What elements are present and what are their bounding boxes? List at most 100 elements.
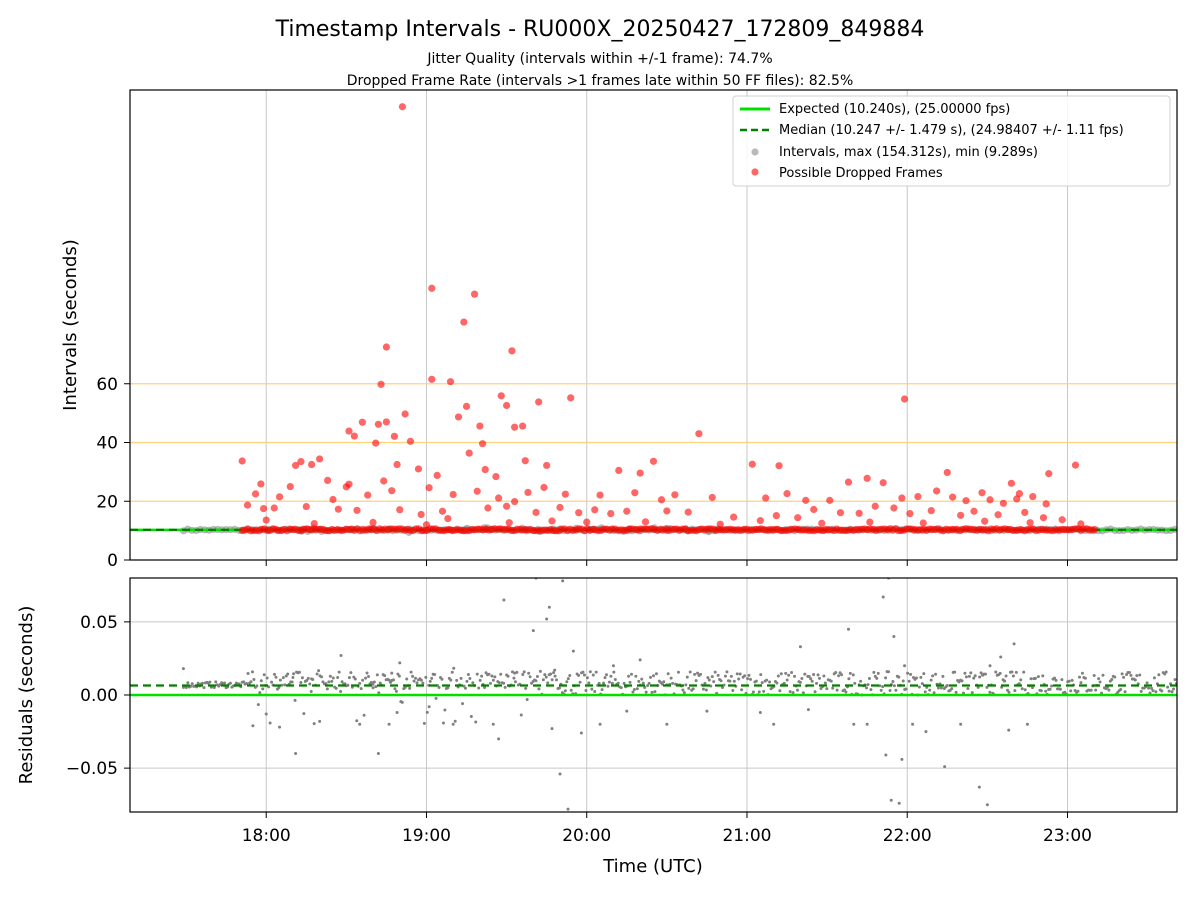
residual-point [421,681,425,685]
dropped-frame-point [275,493,284,501]
residual-point [875,676,879,680]
residual-point [320,675,324,679]
residual-point [1107,688,1111,692]
residual-point [798,680,802,684]
residual-point [611,664,615,668]
residual-point [872,670,876,674]
dropped-frame-point [871,502,879,510]
residual-point [598,722,602,726]
residual-point [607,680,611,684]
residual-point [682,691,686,695]
residual-point [550,727,554,731]
residual-point [1139,689,1143,693]
time-xlabel: Time (UTC) [602,856,703,877]
residual-point [318,719,322,723]
residual-point [437,686,441,690]
residual-point [545,617,549,621]
residual-point [513,671,517,675]
residual-point [309,689,313,693]
dropped-frame-point [762,494,770,502]
residual-point [528,675,532,679]
residual-point [983,672,987,676]
dropped-frame-point [1026,519,1034,527]
residual-point [582,673,586,677]
dropped-frame-point [1007,479,1016,487]
residual-point [894,688,898,692]
residual-point [1160,689,1164,693]
dropped-frame-point [308,460,316,469]
residual-point [249,680,253,684]
dropped-frame-point [927,507,935,515]
chart-subtitle-dropped: Dropped Frame Rate (intervals >1 frames … [347,73,854,89]
residual-point [1067,679,1071,683]
residual-point [712,680,716,684]
residual-point [593,689,597,693]
dropped-frame-point [243,501,252,509]
residual-point [707,678,711,682]
residual-point [463,686,467,690]
residual-point [1149,686,1153,690]
residual-point [685,675,689,679]
dropped-frame-point [345,427,353,435]
residual-point [907,679,911,683]
residual-point [816,673,820,677]
residual-point [696,671,700,675]
residual-point [953,670,957,674]
residual-point [748,677,752,681]
residual-point [291,675,295,679]
legend[interactable]: Expected (10.240s), (25.00000 fps) Media… [732,95,1171,187]
dropped-frame-point [548,517,556,525]
residual-point [565,680,569,684]
residual-point [358,722,362,726]
dropped-frame-point [866,518,874,526]
residual-point [292,672,296,676]
dropped-frame-point [919,519,927,527]
residual-point [499,672,503,676]
residual-point [844,690,848,694]
dropped-frame-point [398,103,407,111]
residual-point [1033,676,1037,680]
residual-point [327,680,331,684]
residual-point [403,685,407,689]
intervals-y-ticks: 0 20 40 60 [96,375,130,571]
residual-point [635,687,639,691]
residual-point [515,670,519,674]
residual-point [628,680,632,684]
dropped-frame-point [818,519,826,527]
residual-point [964,675,968,679]
residual-point [738,672,742,676]
residual-point [1113,675,1117,679]
residual-point [751,690,755,694]
residual-point [851,673,855,677]
residual-point [649,675,653,679]
residual-point [561,579,565,583]
residual-point [550,678,554,682]
dropped-frame-point [460,318,468,326]
residual-point [1152,676,1156,680]
time-x-tick-label: 19:00 [402,826,451,846]
residual-point [994,670,998,674]
residual-point [376,752,380,755]
dropped-frame-point [756,517,764,525]
intervals-y-tick-label: 60 [96,375,118,395]
residual-point [735,672,739,676]
residual-point [277,686,281,690]
residual-point [866,683,870,687]
residual-point [638,658,642,662]
residual-point [475,672,479,676]
residual-point [278,678,282,682]
residual-point [813,690,817,694]
residual-point [616,681,620,685]
residuals-ylabel: Residuals (seconds) [16,606,37,785]
residual-point [831,686,835,690]
intervals-data [130,103,1177,536]
intervals-y-tick-label: 20 [96,492,118,512]
residual-point [966,687,970,691]
legend-expected-label: Expected (10.240s), (25.00000 fps) [779,102,1010,117]
residual-point [629,672,633,676]
residual-point [228,681,232,685]
residual-point [534,679,538,683]
residuals-y-tick-label: 0.05 [80,613,118,633]
dropped-frame-point [561,490,569,498]
residual-point [669,676,673,680]
